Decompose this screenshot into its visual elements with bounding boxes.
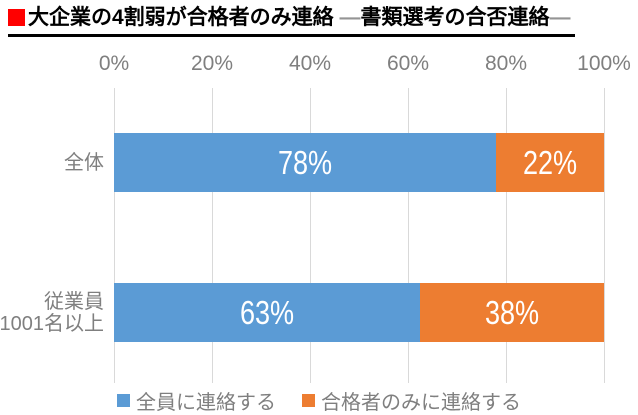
gridline: [212, 88, 213, 383]
title-main-text: 大企業の4割弱が合格者のみ連絡: [28, 6, 334, 29]
x-axis-tick-label: 100%: [577, 52, 631, 75]
legend-label: 合格者のみに連絡する: [321, 392, 521, 414]
x-axis-tick-label: 80%: [484, 52, 528, 75]
x-axis-tick-label: 20%: [190, 52, 234, 75]
x-axis-tick-label: 40%: [288, 52, 332, 75]
title-dash-left: ―: [339, 6, 361, 29]
legend-item: 合格者のみに連絡する: [302, 386, 521, 415]
plot-area: 78% 22% 63% 38%: [114, 88, 605, 383]
bar-segment: 78%: [114, 133, 497, 192]
gridline: [506, 88, 507, 383]
legend: 全員に連絡する 合格者のみに連絡する: [0, 386, 638, 415]
legend-label: 全員に連絡する: [136, 392, 276, 414]
bar-value-label: 63%: [239, 293, 294, 331]
x-axis-tick-label: 60%: [386, 52, 430, 75]
gridline: [310, 88, 311, 383]
x-axis-tick-label: 0%: [98, 52, 130, 75]
bar-segment: 63%: [114, 283, 420, 342]
bar-row: 63% 38%: [114, 283, 604, 342]
legend-swatch-icon: [302, 394, 315, 407]
bar-segment: 22%: [496, 133, 604, 192]
gridline: [114, 88, 115, 383]
title-bullet-icon: [8, 9, 25, 26]
bar-segment: 38%: [419, 283, 604, 342]
category-label: 全体: [64, 151, 104, 174]
category-label: 従業員 1001名以上: [0, 290, 104, 335]
bar-value-label: 78%: [278, 143, 333, 181]
x-axis: 0% 20% 40% 60% 80% 100%: [99, 52, 631, 76]
gridline: [604, 88, 605, 383]
title-dash-right: ―: [549, 6, 571, 29]
legend-swatch-icon: [117, 394, 130, 407]
bar-value-label: 38%: [484, 293, 539, 331]
gridline: [408, 88, 409, 383]
bar-row: 78% 22%: [114, 133, 604, 192]
chart-title: 大企業の4割弱が合格者のみ連絡 ―書類選考の合否連絡―: [8, 5, 575, 37]
bar-value-label: 22%: [522, 143, 578, 181]
legend-item: 全員に連絡する: [117, 386, 276, 415]
title-sub-text: 書類選考の合否連絡: [360, 6, 550, 29]
